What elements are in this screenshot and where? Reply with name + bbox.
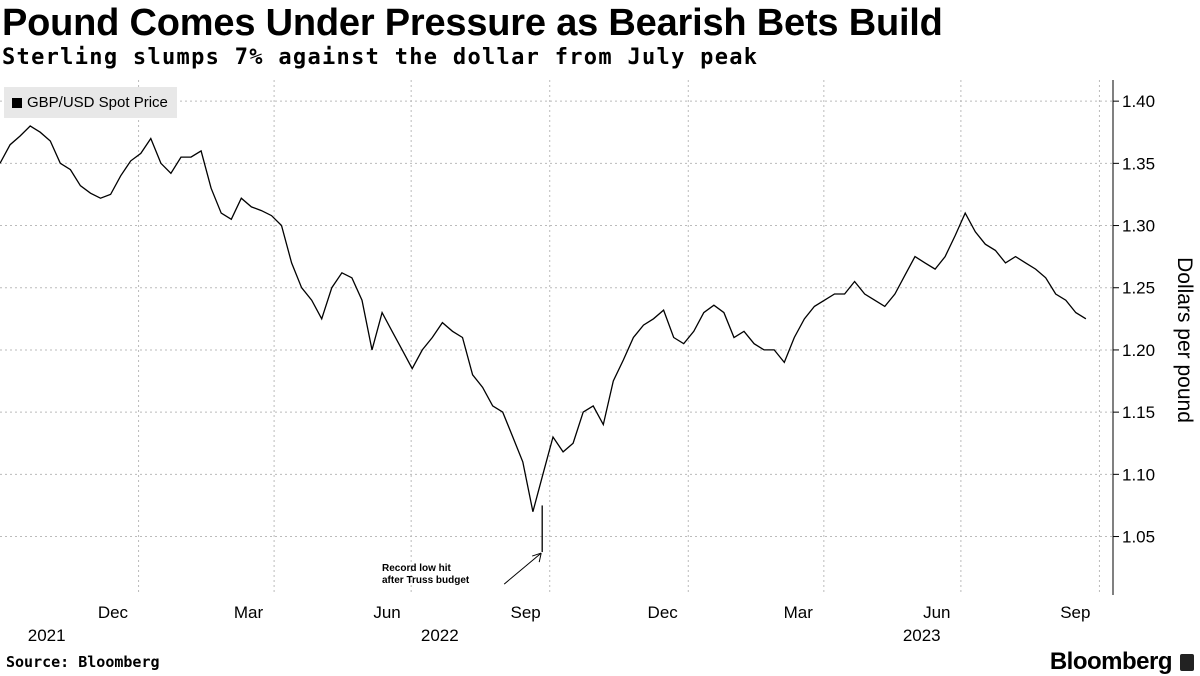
x-tick-label: Sep — [1060, 603, 1090, 622]
y-tick-label: 1.20 — [1122, 341, 1155, 360]
x-tick-label: Mar — [784, 603, 814, 622]
legend-swatch — [12, 97, 22, 108]
annotation-text: Record low hit — [382, 563, 452, 574]
bloomberg-terminal-icon — [1180, 653, 1194, 671]
y-axis-title: Dollars per pound — [1173, 257, 1196, 423]
x-tick-label: Mar — [234, 603, 264, 622]
x-year-label: 2022 — [421, 626, 459, 645]
y-tick-label: 1.25 — [1122, 279, 1155, 298]
y-tick-label: 1.15 — [1122, 403, 1155, 422]
chart-subtitle: Sterling slumps 7% against the dollar fr… — [2, 45, 759, 70]
x-tick-label: Dec — [98, 603, 129, 622]
annotation-arrow — [503, 552, 542, 585]
x-year-label: 2023 — [903, 626, 941, 645]
x-tick-label: Dec — [648, 603, 679, 622]
y-tick-label: 1.05 — [1122, 528, 1155, 547]
x-tick-label: Jun — [373, 603, 400, 622]
chart-title: Pound Comes Under Pressure as Bearish Be… — [2, 2, 943, 44]
bloomberg-logo: Bloomberg — [1050, 648, 1194, 676]
brand-name: Bloomberg — [1049, 648, 1173, 675]
arrow-head-icon — [532, 552, 542, 563]
annotation-text: after Truss budget — [382, 575, 470, 586]
source-note: Source: Bloomberg — [6, 653, 160, 671]
y-tick-label: 1.10 — [1122, 465, 1155, 484]
y-tick-label: 1.35 — [1122, 154, 1155, 173]
legend-label: GBP/USD Spot Price — [27, 94, 168, 111]
series-line-gbp-usd — [0, 125, 1087, 512]
y-tick-label: 1.40 — [1122, 92, 1155, 111]
x-year-label: 2021 — [28, 626, 66, 645]
y-tick-label: 1.30 — [1122, 217, 1155, 236]
x-tick-label: Sep — [511, 603, 541, 622]
legend: GBP/USD Spot Price — [4, 87, 177, 118]
x-tick-label: Jun — [923, 603, 950, 622]
